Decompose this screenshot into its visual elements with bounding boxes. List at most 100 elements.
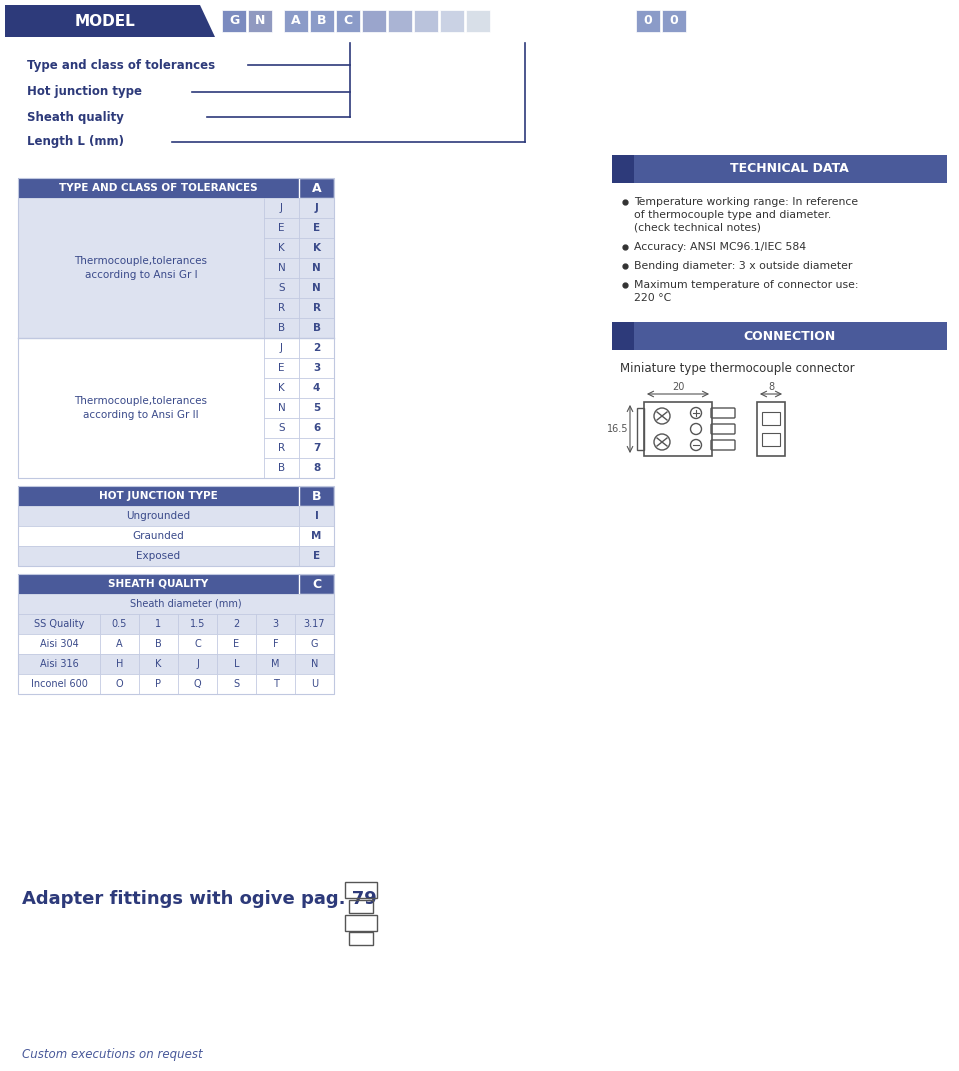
Text: 4: 4 xyxy=(313,383,320,393)
FancyBboxPatch shape xyxy=(178,674,217,694)
FancyBboxPatch shape xyxy=(18,526,299,546)
FancyBboxPatch shape xyxy=(264,318,299,338)
FancyBboxPatch shape xyxy=(100,674,139,694)
FancyBboxPatch shape xyxy=(217,674,256,694)
Text: R: R xyxy=(278,303,285,313)
FancyBboxPatch shape xyxy=(18,546,299,565)
Text: N: N xyxy=(277,403,286,413)
Text: P: P xyxy=(155,679,161,689)
FancyBboxPatch shape xyxy=(299,198,334,218)
Text: F: F xyxy=(272,639,278,649)
FancyBboxPatch shape xyxy=(100,614,139,634)
FancyBboxPatch shape xyxy=(634,155,947,183)
FancyBboxPatch shape xyxy=(299,486,334,506)
Text: 1.5: 1.5 xyxy=(190,619,205,629)
FancyBboxPatch shape xyxy=(217,614,256,634)
FancyBboxPatch shape xyxy=(295,674,334,694)
Text: 3: 3 xyxy=(313,363,320,373)
Text: 2: 2 xyxy=(233,619,240,629)
Text: 0.5: 0.5 xyxy=(112,619,128,629)
Text: E: E xyxy=(278,223,285,233)
Text: C: C xyxy=(343,15,353,28)
Text: SS Quality: SS Quality xyxy=(34,619,84,629)
Text: 8: 8 xyxy=(313,463,320,473)
Text: S: S xyxy=(278,423,285,433)
FancyBboxPatch shape xyxy=(139,634,178,654)
FancyBboxPatch shape xyxy=(256,674,295,694)
Text: T: T xyxy=(272,679,278,689)
Text: A: A xyxy=(292,15,301,28)
FancyBboxPatch shape xyxy=(139,674,178,694)
Text: 220 °C: 220 °C xyxy=(634,293,671,303)
FancyBboxPatch shape xyxy=(264,358,299,378)
Text: (check technical notes): (check technical notes) xyxy=(634,223,761,233)
FancyBboxPatch shape xyxy=(18,486,299,506)
Polygon shape xyxy=(5,5,215,37)
Text: B: B xyxy=(155,639,162,649)
Text: N: N xyxy=(255,15,266,28)
Text: Inconel 600: Inconel 600 xyxy=(31,679,87,689)
FancyBboxPatch shape xyxy=(636,10,660,32)
Text: R: R xyxy=(278,443,285,453)
FancyBboxPatch shape xyxy=(139,614,178,634)
FancyBboxPatch shape xyxy=(100,654,139,674)
FancyBboxPatch shape xyxy=(295,614,334,634)
FancyBboxPatch shape xyxy=(264,258,299,278)
FancyBboxPatch shape xyxy=(18,574,299,594)
FancyBboxPatch shape xyxy=(100,634,139,654)
Text: J: J xyxy=(280,343,283,353)
Text: N: N xyxy=(312,263,321,273)
FancyBboxPatch shape xyxy=(299,338,334,358)
Text: 7: 7 xyxy=(313,443,320,453)
FancyBboxPatch shape xyxy=(18,654,100,674)
FancyBboxPatch shape xyxy=(256,634,295,654)
FancyBboxPatch shape xyxy=(299,378,334,398)
FancyBboxPatch shape xyxy=(178,654,217,674)
FancyBboxPatch shape xyxy=(264,378,299,398)
Text: S: S xyxy=(278,283,285,293)
FancyBboxPatch shape xyxy=(264,438,299,458)
Text: B: B xyxy=(313,323,320,333)
FancyBboxPatch shape xyxy=(299,418,334,438)
Text: 8: 8 xyxy=(768,382,774,392)
FancyBboxPatch shape xyxy=(18,634,100,654)
Text: M: M xyxy=(271,659,280,669)
Text: U: U xyxy=(311,679,318,689)
Text: S: S xyxy=(233,679,240,689)
Text: Graunded: Graunded xyxy=(132,531,184,541)
Text: 3.17: 3.17 xyxy=(304,619,325,629)
Text: N: N xyxy=(311,659,318,669)
Text: B: B xyxy=(312,489,321,502)
FancyBboxPatch shape xyxy=(299,506,334,526)
Text: K: K xyxy=(278,243,285,253)
FancyBboxPatch shape xyxy=(440,10,464,32)
Text: J: J xyxy=(196,659,199,669)
FancyBboxPatch shape xyxy=(264,398,299,418)
Text: Hot junction type: Hot junction type xyxy=(27,86,142,99)
FancyBboxPatch shape xyxy=(295,634,334,654)
Text: Sheath diameter (mm): Sheath diameter (mm) xyxy=(130,599,242,609)
FancyBboxPatch shape xyxy=(299,438,334,458)
Text: J: J xyxy=(280,203,283,213)
FancyBboxPatch shape xyxy=(139,654,178,674)
FancyBboxPatch shape xyxy=(18,198,264,338)
Text: B: B xyxy=(278,463,285,473)
Text: N: N xyxy=(277,263,286,273)
Polygon shape xyxy=(612,155,640,183)
FancyBboxPatch shape xyxy=(18,178,299,198)
FancyBboxPatch shape xyxy=(222,10,246,32)
Text: SHEATH QUALITY: SHEATH QUALITY xyxy=(108,579,209,589)
FancyBboxPatch shape xyxy=(299,238,334,258)
Text: Bending diameter: 3 x outside diameter: Bending diameter: 3 x outside diameter xyxy=(634,261,853,271)
Text: Miniature type thermocouple connector: Miniature type thermocouple connector xyxy=(620,362,854,375)
Text: Accuracy: ANSI MC96.1/IEC 584: Accuracy: ANSI MC96.1/IEC 584 xyxy=(634,242,807,252)
FancyBboxPatch shape xyxy=(248,10,272,32)
Text: Adapter fittings with ogive pag. 79: Adapter fittings with ogive pag. 79 xyxy=(22,890,377,908)
Text: E: E xyxy=(233,639,240,649)
Text: of thermocouple type and diameter.: of thermocouple type and diameter. xyxy=(634,210,831,220)
Text: Type and class of tolerances: Type and class of tolerances xyxy=(27,59,215,72)
FancyBboxPatch shape xyxy=(18,506,299,526)
Text: Temperature working range: In reference: Temperature working range: In reference xyxy=(634,197,858,207)
Text: E: E xyxy=(313,550,320,561)
Text: 1: 1 xyxy=(155,619,161,629)
